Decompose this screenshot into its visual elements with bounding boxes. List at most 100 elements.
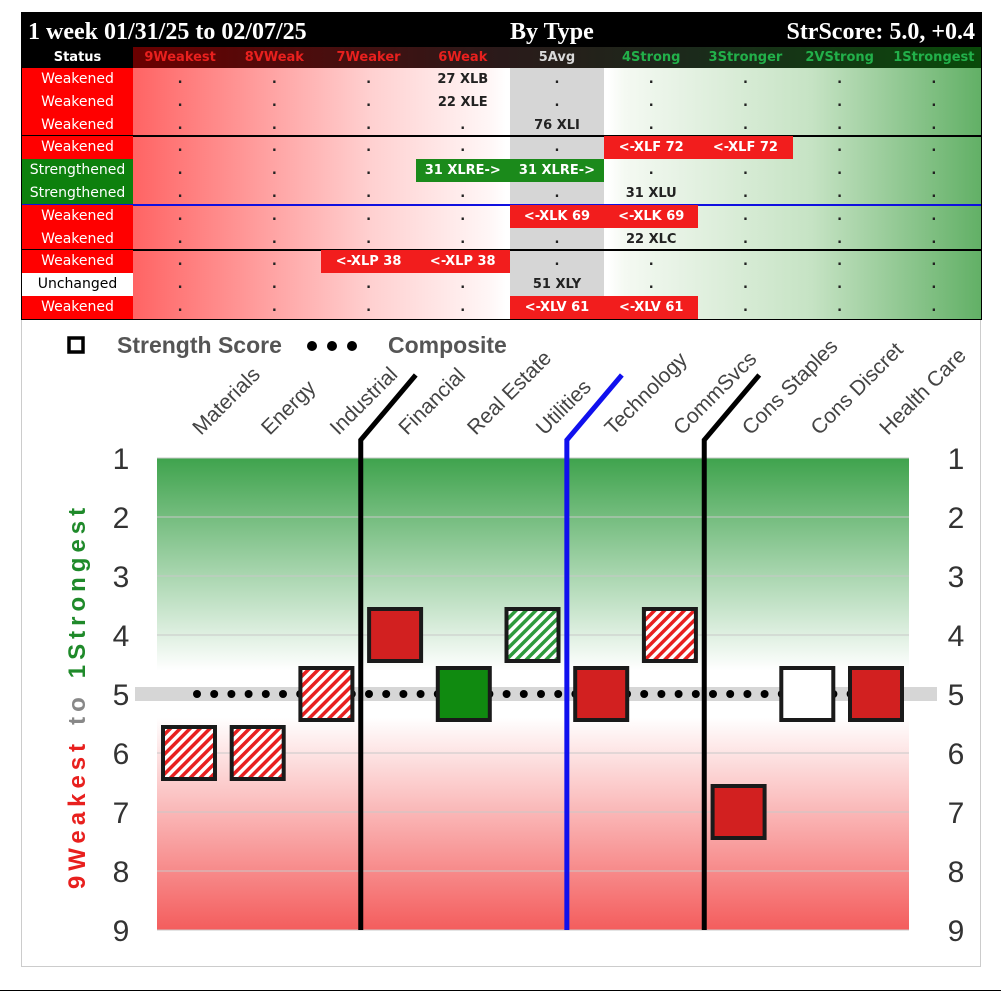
- score-cell: 76 XLI: [534, 117, 580, 133]
- score-cell: .: [931, 277, 937, 293]
- score-cell: .: [837, 300, 843, 315]
- score-cell: .: [460, 117, 466, 133]
- score-cell: .: [837, 254, 843, 270]
- column-header: 4Strong: [621, 50, 681, 65]
- status-cell: Weakened: [22, 136, 133, 160]
- column-header: 5Avg: [538, 50, 576, 65]
- status-cell: Weakened: [22, 250, 133, 274]
- group-separator: [22, 203, 981, 206]
- table-row: Weakened.... <-XLK 69 <-XLK 69...: [22, 204, 981, 228]
- y-tick-left: 8: [113, 856, 130, 889]
- y-tick-left: 5: [113, 679, 130, 712]
- score-cell: <-XLV 61: [604, 296, 699, 319]
- score-cell: <-XLV 61: [509, 296, 605, 319]
- y-tick-left: 3: [113, 561, 130, 594]
- score-cell: .: [271, 117, 277, 133]
- avg-column-shade: [510, 68, 604, 319]
- y-axis-label: 9Weakest to 1Strongest: [64, 503, 91, 889]
- score-cell: .: [554, 186, 560, 201]
- score-cell: .: [742, 277, 748, 293]
- group-separator: [22, 135, 981, 138]
- table-row: Weakened.. <-XLP 38 <-XLP 38.....: [22, 250, 981, 274]
- strength-marker-industrial: [298, 666, 355, 722]
- strength-marker-financial: [367, 607, 424, 663]
- table-row: Unchanged.... 51 XLY....: [22, 273, 981, 297]
- score-cell: .: [177, 277, 183, 293]
- status-cell: Weakened: [22, 90, 133, 114]
- y-tick-right: 8: [948, 856, 965, 889]
- score-cell: .: [271, 254, 277, 270]
- y-tick-left: 6: [113, 738, 130, 771]
- score-cell: .: [554, 140, 560, 156]
- table-row: Weakened.... 76 XLI....: [22, 113, 981, 137]
- score-cell: .: [554, 94, 560, 110]
- table-body: Weakened... 27 XLB..... Weakened... 22 XLE.…: [22, 68, 981, 319]
- legend-composite-label: Composite: [388, 332, 507, 358]
- table-row: Weakened..... <-XLF 72 <-XLF 72..: [22, 136, 981, 160]
- score-cell: .: [460, 277, 466, 293]
- score-cell: .: [271, 94, 277, 110]
- y-tick-right: 4: [948, 620, 965, 653]
- score-cell: .: [837, 94, 843, 110]
- category-label: Utilities: [532, 375, 596, 439]
- score-cell: .: [366, 72, 372, 87]
- score-cell: .: [460, 208, 466, 224]
- y-tick-right: 7: [948, 797, 965, 830]
- score-cell: .: [460, 300, 466, 315]
- score-cell: .: [742, 94, 748, 110]
- y-tick-left: 4: [113, 620, 130, 653]
- score-cell: .: [366, 140, 372, 156]
- strength-marker-cons-staples: [710, 784, 767, 840]
- y-tick-left: 7: [113, 797, 130, 830]
- composite-dot: [537, 690, 545, 698]
- category-label: Financial: [394, 364, 470, 440]
- score-cell: .: [931, 72, 937, 87]
- composite-dot: [365, 690, 373, 698]
- column-header: 8VWeak: [244, 50, 304, 65]
- score-cell: .: [460, 140, 466, 156]
- y-tick-left: 1: [113, 443, 130, 476]
- score-cell: .: [648, 163, 654, 179]
- score-cell: .: [837, 231, 843, 247]
- score-cell: .: [648, 117, 654, 133]
- score-cell: .: [177, 117, 183, 133]
- status-cell: Weakened: [22, 227, 133, 251]
- score-cell: .: [931, 94, 937, 110]
- score-cell: .: [837, 208, 843, 224]
- y-label-part: to: [64, 692, 91, 725]
- status-cell: Weakened: [22, 204, 133, 228]
- group-divider-line: [564, 373, 624, 930]
- strscore-title: StrScore: 5.0, +0.4: [786, 19, 975, 45]
- y-tick-right: 1: [948, 443, 965, 476]
- score-cell: .: [742, 254, 748, 270]
- table-row: Strengthened... 31 XLRE-> 31 XLRE->....: [22, 159, 981, 183]
- legend-dot-icon: [327, 341, 337, 351]
- strength-marker-commsvcs: [641, 607, 698, 663]
- status-cell: Weakened: [22, 68, 133, 91]
- composite-dot: [726, 690, 735, 698]
- column-header: 6Weak: [438, 50, 488, 65]
- group-divider-line: [701, 373, 762, 930]
- score-cell: .: [554, 72, 560, 87]
- score-cell: .: [837, 186, 843, 201]
- table-row: Weakened.... <-XLV 61 <-XLV 61...: [22, 296, 981, 319]
- legend-dot-icon: [347, 341, 357, 351]
- group-divider-line: [358, 373, 418, 930]
- score-cell: .: [648, 94, 654, 110]
- y-tick-right: 5: [948, 679, 965, 712]
- category-label: Materials: [188, 363, 265, 440]
- composite-dot: [709, 690, 717, 698]
- score-cell: .: [648, 72, 654, 87]
- score-cell: .: [177, 208, 183, 224]
- chart-panel: 1 1 2 2 3 3 4 4 5 5 6 6 7 7 8 8 9 9 Materials Energy Industr…: [21, 320, 981, 967]
- score-cell: 27 XLB: [437, 72, 489, 87]
- score-cell: .: [742, 117, 748, 133]
- score-cell: .: [177, 300, 183, 315]
- y-tick-right: 6: [948, 738, 965, 771]
- score-cell: <-XLK 69: [509, 204, 605, 228]
- y-tick-right: 2: [948, 502, 965, 535]
- status-header: Status: [53, 50, 102, 65]
- legend-strength-label: Strength Score: [117, 332, 282, 358]
- column-header: 7Weaker: [336, 50, 401, 65]
